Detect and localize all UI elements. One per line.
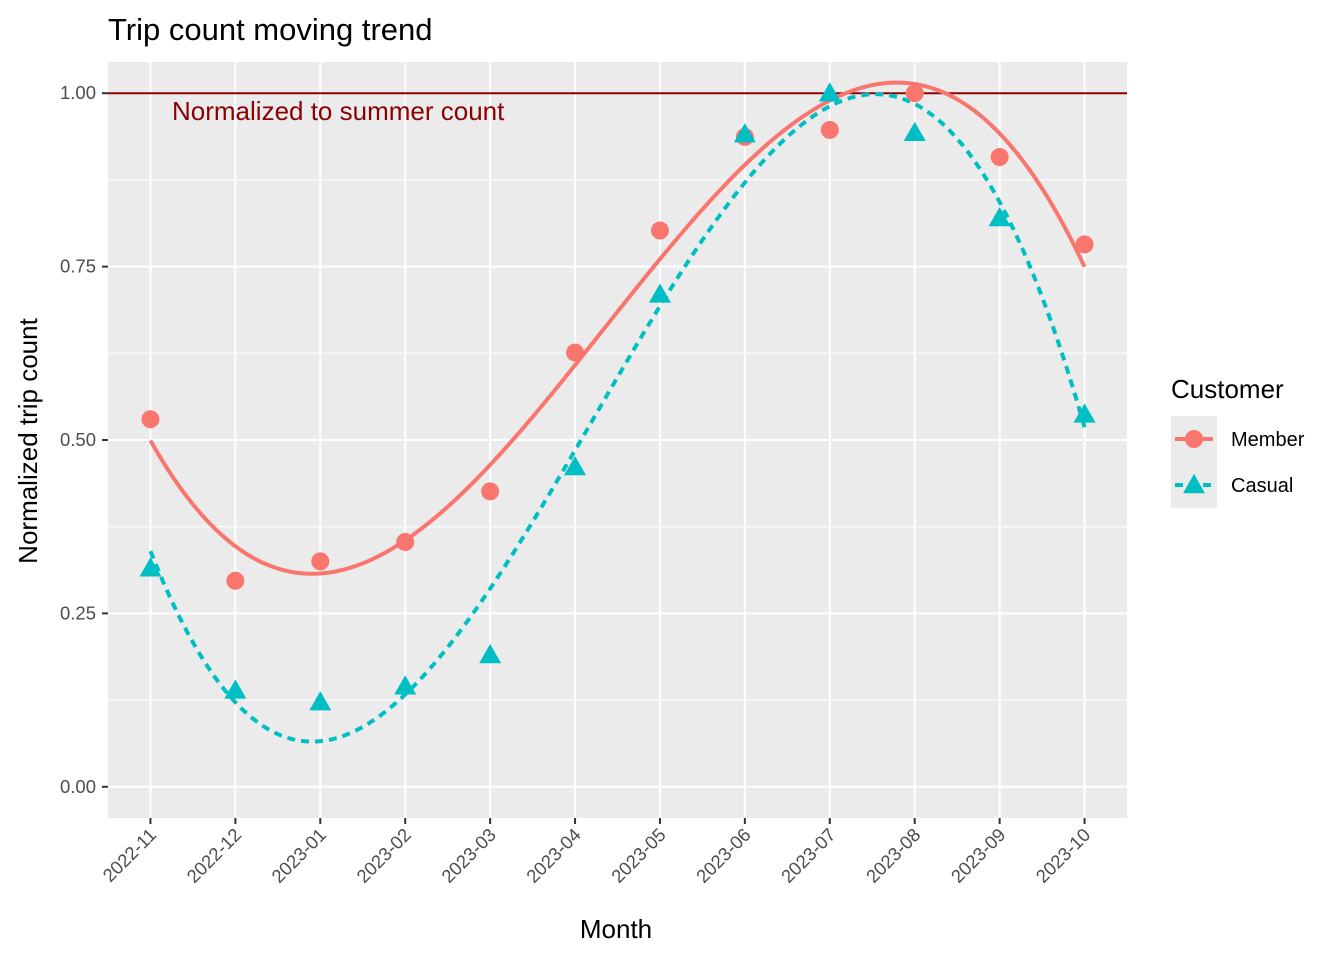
x-tick-label: 2023-04 (522, 824, 585, 887)
x-tick-label: 2023-01 (267, 824, 330, 887)
point-casual (903, 121, 926, 141)
point-casual (309, 691, 332, 711)
trend-line-casual (148, 92, 1087, 744)
x-tick-label: 2023-09 (947, 824, 1010, 887)
point-casual (139, 557, 162, 577)
chart-title: Trip count moving trend (108, 12, 433, 47)
point-member (141, 410, 160, 429)
point-member (1075, 235, 1094, 254)
x-tick-label: 2023-05 (607, 824, 670, 887)
point-member (650, 221, 669, 240)
point-casual (224, 679, 247, 699)
legend-label-casual: Casual (1231, 475, 1293, 497)
point-casual (1073, 403, 1096, 423)
point-member (481, 482, 500, 501)
point-casual (394, 675, 417, 695)
y-axis-title: Normalized trip count (13, 317, 43, 563)
x-tick-label: 2023-02 (352, 824, 415, 887)
trend-curves (148, 80, 1087, 744)
legend: Customer Member Casual (1171, 374, 1305, 508)
data-points (139, 82, 1096, 711)
y-tick-label: 0.75 (60, 256, 96, 277)
x-tick-label: 2023-08 (862, 824, 925, 887)
legend-circle-icon (1185, 430, 1203, 448)
y-tick-label: 0.00 (60, 776, 96, 797)
reference-line-label: Normalized to summer count (172, 96, 505, 126)
legend-title: Customer (1171, 374, 1284, 404)
legend-triangle-icon (1183, 474, 1205, 494)
point-casual (733, 123, 756, 143)
x-tick-label: 2022-11 (98, 824, 160, 886)
point-member (226, 571, 245, 590)
y-tick-label: 0.25 (60, 602, 96, 623)
point-casual (564, 456, 587, 476)
point-member (905, 84, 924, 103)
legend-label-member: Member (1231, 429, 1305, 451)
point-member (820, 120, 839, 139)
y-tick-label: 0.50 (60, 429, 96, 450)
point-casual (479, 644, 502, 664)
x-tick-label: 2023-03 (437, 824, 500, 887)
point-member (396, 532, 415, 551)
x-tick-label: 2023-07 (777, 824, 840, 887)
y-tick-label: 1.00 (60, 82, 96, 103)
point-member (566, 343, 585, 362)
point-casual (818, 82, 841, 102)
x-axis-title: Month (580, 914, 652, 944)
point-member (990, 148, 1009, 167)
y-axis: 0.00 0.25 0.50 0.75 1.00 (60, 82, 108, 797)
x-tick-label: 2022-12 (182, 824, 245, 887)
point-casual (988, 207, 1011, 227)
trend-line-member (148, 80, 1087, 576)
point-member (311, 552, 330, 571)
point-casual (648, 283, 671, 303)
x-tick-label: 2023-06 (692, 824, 755, 887)
x-tick-label: 2023-10 (1032, 824, 1095, 887)
x-axis: 2022-11 2022-12 2023-01 2023-02 2023-03 2023-… (98, 818, 1094, 887)
